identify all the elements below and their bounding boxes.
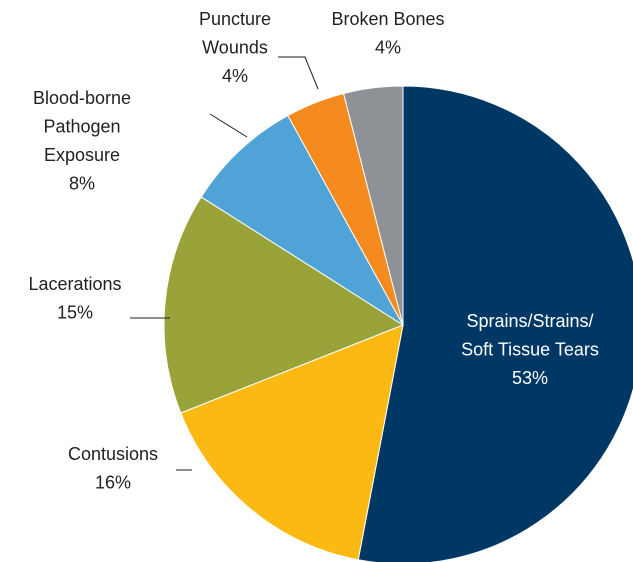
value-label: 4% [375,38,401,58]
pie-slice [200,114,404,326]
leader-line [209,113,248,138]
slice-label: Sprains/Strains/Soft Tissue Tears [461,311,599,360]
value-label: 8% [69,174,95,194]
slice-label: Blood-borne Pathogen Exposure [33,88,131,165]
slice-label: Broken Bones [331,9,444,29]
value-label: 53% [512,368,548,388]
pie-slice [163,196,405,414]
value-label: 16% [95,473,131,493]
value-label: 4% [222,66,248,86]
labels: Sprains/Strains/Soft Tissue Tears 53% Cont… [28,9,598,493]
slice-label: Lacerations [28,274,121,294]
pie-slice [357,85,633,562]
pie-slice [180,324,404,561]
pie [163,85,633,562]
leader-line [278,56,319,90]
pie-slice [342,85,404,326]
value-label: 15% [57,303,93,323]
slice-label: Contusions [68,444,158,464]
slice-label: Puncture Wounds [199,9,271,58]
